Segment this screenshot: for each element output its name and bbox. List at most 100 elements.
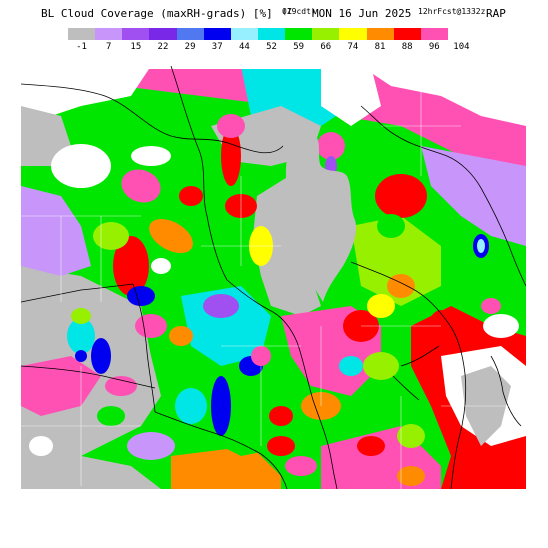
coverage-blob-cyan <box>339 356 363 376</box>
legend-swatch-14 <box>447 28 476 40</box>
coverage-blob-lightcyan <box>477 239 485 253</box>
legend-tick-label: 59 <box>293 42 305 52</box>
coverage-blob-red <box>267 436 295 456</box>
coverage-blob-pink <box>481 298 501 314</box>
coverage-blob-lime <box>71 308 91 324</box>
coverage-blob-blue <box>127 286 155 306</box>
region-white <box>361 66 526 126</box>
coverage-blob-blue <box>91 338 111 374</box>
coverage-blob-green <box>97 406 125 426</box>
region-lavender <box>21 186 91 276</box>
legend-swatch-2 <box>122 28 150 40</box>
legend-tick-label: 37 <box>211 42 223 52</box>
legend-tick-label: 52 <box>266 42 277 52</box>
legend-tick-label: 96 <box>428 42 440 52</box>
lake-michigan <box>285 135 357 302</box>
cloud-coverage-map <box>21 66 526 489</box>
coverage-blob-red <box>375 174 427 218</box>
coverage-blob-pink <box>285 456 317 476</box>
coverage-blob-orange <box>149 218 193 254</box>
coverage-blob-pink <box>135 314 167 338</box>
coverage-blob-red <box>357 436 385 456</box>
coverage-blob-white <box>483 314 519 338</box>
legend-swatch-11 <box>366 28 394 40</box>
region-lavender <box>421 146 526 246</box>
legend-tick-label: 22 <box>157 42 169 52</box>
legend-swatch-10 <box>339 28 367 40</box>
legend-swatch-7 <box>257 28 286 40</box>
region-white <box>321 66 381 126</box>
region-gray <box>253 176 321 316</box>
coverage-blob-lime <box>397 424 425 448</box>
region-white <box>21 66 151 126</box>
coverage-blob-cyan <box>175 388 207 424</box>
color-legend <box>68 28 476 40</box>
legend-tick-label: 44 <box>238 42 250 52</box>
legend-swatch-4 <box>176 28 204 40</box>
legend-swatch-3 <box>149 28 177 40</box>
legend-tick-label: 66 <box>320 42 332 52</box>
state-boundaries <box>21 66 526 489</box>
region-lime <box>351 216 441 306</box>
legend-swatch-9 <box>312 28 340 40</box>
coverage-blob-pink <box>251 346 271 366</box>
coverage-blob-pink <box>51 388 71 404</box>
init-local: (19cdt) <box>282 7 316 16</box>
region-gray <box>21 106 71 166</box>
coverage-blob-blue <box>75 350 87 362</box>
coverage-blob-pink <box>217 114 245 138</box>
map-canvas <box>21 66 526 489</box>
legend-tick-label: 81 <box>374 42 386 52</box>
coverage-blob-red <box>113 236 149 296</box>
coverage-blob-white <box>151 258 171 274</box>
legend-swatch-13 <box>420 28 448 40</box>
legend-tick-label: 104 <box>453 42 470 52</box>
legend-tick-label: 7 <box>105 42 112 52</box>
legend-tick-label: 29 <box>184 42 196 52</box>
region-gray <box>21 446 161 489</box>
coverage-blob-red <box>221 126 241 186</box>
coverage-blob-white <box>51 144 111 188</box>
coverage-blob-yellow <box>367 294 395 318</box>
legend-swatch-12 <box>393 28 421 40</box>
coverage-blob-pink <box>317 132 345 160</box>
coverage-blob-cyan <box>67 318 95 354</box>
coverage-blob-lime <box>363 352 399 380</box>
coverage-blob-red <box>269 406 293 426</box>
chart-title: BL Cloud Coverage (maxRH-grads) [%] 0Z (1… <box>0 7 548 21</box>
legend-tick-label: -1 <box>76 42 87 52</box>
coverage-blob-orange <box>387 274 415 298</box>
legend-swatch-5 <box>203 28 231 40</box>
title-forecast: 12hrFcst@1332z <box>418 7 486 16</box>
coverage-blob-orange <box>397 466 425 486</box>
coverage-blobs <box>21 66 526 489</box>
legend-swatch-1 <box>95 28 123 40</box>
init-hour: 0Z <box>282 7 292 16</box>
coverage-blob-blue <box>211 376 231 436</box>
legend-swatch-8 <box>285 28 313 40</box>
coverage-blob-purple <box>203 294 239 318</box>
coverage-blob-white <box>131 146 171 166</box>
title-valid-date: MON 16 Jun 2025 <box>312 7 412 20</box>
title-main: BL Cloud Coverage (maxRH-grads) [%] <box>41 7 273 20</box>
region-pink <box>21 66 526 176</box>
coverage-blob-red <box>179 186 203 206</box>
legend-tick-labels: -1 7 15 22 29 37 44 52 59 66 74 81 88 96 104 <box>0 42 548 54</box>
legend-swatch-0 <box>68 28 96 40</box>
coverage-blob-lime <box>93 222 129 250</box>
region-white <box>21 66 526 69</box>
legend-swatch-6 <box>230 28 258 40</box>
region-red <box>441 446 526 489</box>
title-model: RAP <box>486 7 506 20</box>
coverage-blob-orange <box>169 326 193 346</box>
legend-tick-label: 88 <box>401 42 413 52</box>
county-lines <box>21 86 526 489</box>
coverage-blob-white <box>29 436 53 456</box>
region-orange <box>171 446 281 489</box>
coverage-blob-pink <box>121 169 161 203</box>
coverage-blob-lavender <box>127 432 175 460</box>
legend-tick-label: 74 <box>347 42 359 52</box>
coverage-blob-pink <box>105 376 137 396</box>
legend-tick-label: 15 <box>130 42 142 52</box>
coverage-blob-green <box>377 214 405 238</box>
